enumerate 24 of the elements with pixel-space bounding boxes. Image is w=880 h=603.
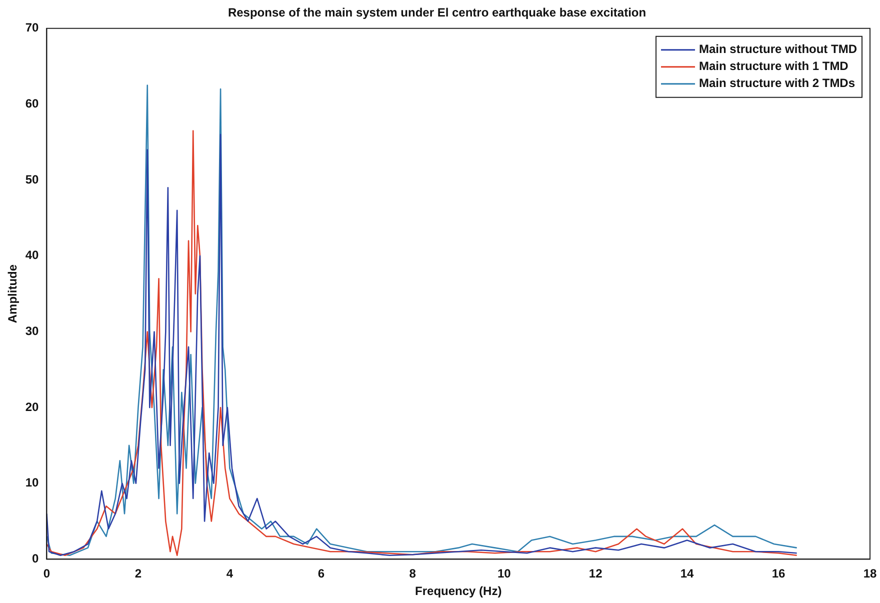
y-tick-label: 60 bbox=[25, 96, 40, 111]
legend-label: Main structure with 1 TMD bbox=[699, 59, 849, 74]
y-tick-label: 20 bbox=[25, 400, 40, 414]
y-tick-label: 50 bbox=[25, 172, 40, 186]
x-tick-label: 2 bbox=[134, 566, 142, 581]
y-tick-label: 30 bbox=[25, 324, 40, 338]
y-tick-label: 0 bbox=[32, 552, 40, 566]
y-axis-title: Amplitude bbox=[6, 264, 20, 324]
y-tick-label: 40 bbox=[25, 248, 40, 262]
y-tick-label: 70 bbox=[25, 20, 40, 35]
x-axis-title: Frequency (Hz) bbox=[415, 584, 502, 598]
x-tick-label: 12 bbox=[588, 566, 603, 581]
x-tick-label: 16 bbox=[772, 566, 786, 581]
x-tick-label: 0 bbox=[43, 566, 50, 581]
x-tick-label: 6 bbox=[318, 566, 325, 581]
x-tick-label: 14 bbox=[680, 566, 694, 581]
x-tick-label: 10 bbox=[497, 566, 512, 581]
chart-title: Response of the main system under El centro earthquake base excitation bbox=[228, 6, 646, 20]
x-tick-label: 18 bbox=[863, 566, 877, 581]
x-tick-label: 4 bbox=[226, 566, 234, 581]
legend-label: Main structure without TMD bbox=[699, 42, 858, 56]
y-tick-label: 10 bbox=[25, 476, 40, 490]
legend-label: Main structure with 2 TMDs bbox=[699, 76, 856, 90]
x-tick-label: 8 bbox=[409, 566, 416, 581]
